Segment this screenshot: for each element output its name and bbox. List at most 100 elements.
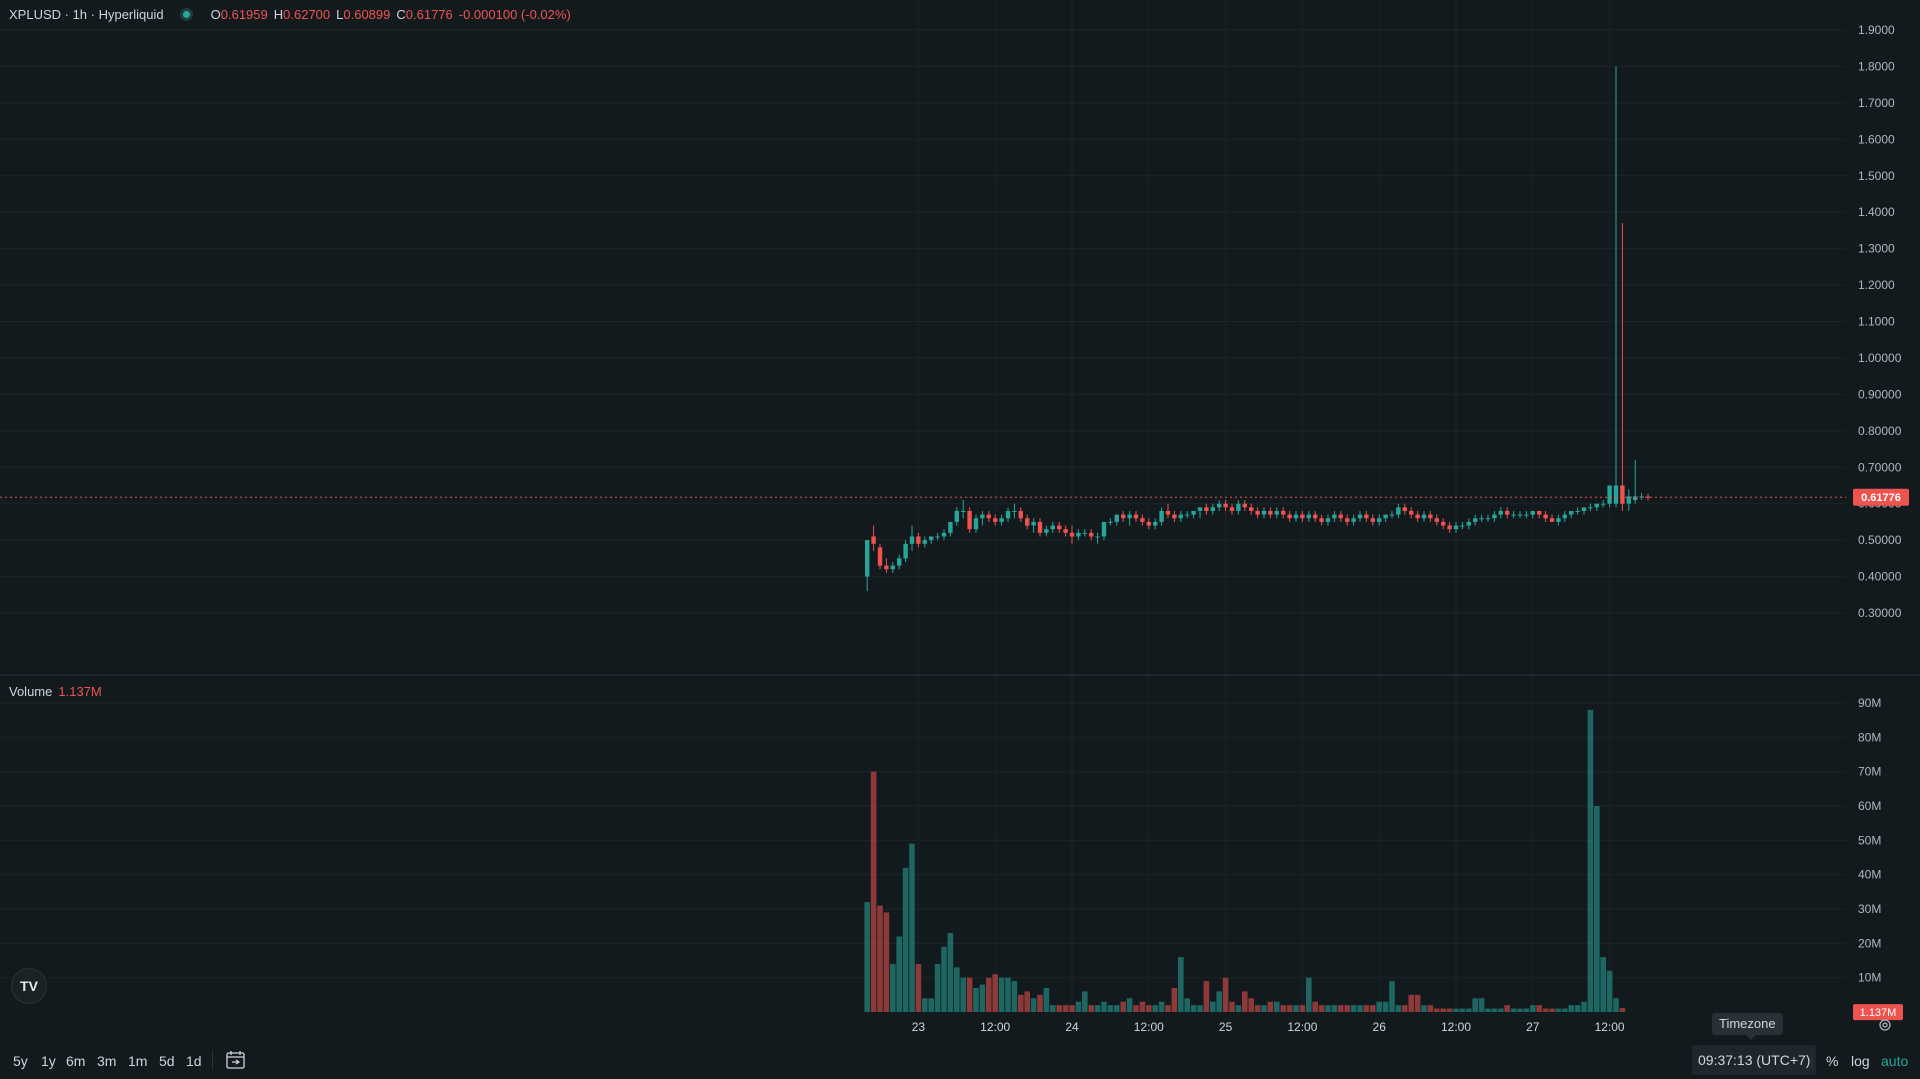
volume-bar <box>1126 998 1133 1012</box>
candle-body <box>954 510 959 522</box>
volume-axis[interactable]: 90M 80M 70M 60M 50M 40M 30M 20M 10M <box>1858 696 1881 985</box>
volume-bar <box>1568 1005 1574 1012</box>
price-tick-label: 0.50000 <box>1858 533 1902 547</box>
candle-body <box>1466 521 1471 526</box>
candle-body <box>1313 514 1318 519</box>
volume-bar <box>986 977 992 1012</box>
volume-bar <box>928 998 934 1012</box>
candle-body <box>1543 514 1548 519</box>
time-tick-label: 25 <box>1219 1020 1233 1034</box>
candle-body <box>1492 514 1497 519</box>
range-5y[interactable]: 5y <box>13 1053 28 1069</box>
volume-tick-label: 60M <box>1858 799 1881 813</box>
volume-bar <box>1242 991 1248 1012</box>
range-1y[interactable]: 1y <box>41 1053 56 1069</box>
candle-body <box>871 536 876 544</box>
candle-body <box>1165 510 1171 515</box>
time-tick-label: 12:00 <box>1134 1020 1164 1034</box>
volume-bar <box>1421 1005 1427 1012</box>
volume-legend: Volume 1.137M <box>9 684 102 699</box>
candle-body <box>1089 532 1094 537</box>
candle-body <box>1063 529 1068 533</box>
candle-body <box>1396 507 1401 515</box>
price-tick-label: 1.00000 <box>1858 351 1902 365</box>
range-3m[interactable]: 3m <box>97 1053 117 1069</box>
price-tick-label: 1.4000 <box>1858 205 1895 219</box>
time-axis[interactable]: 23 12:00 24 12:00 25 12:00 26 12:00 27 12:00 <box>912 1020 1625 1034</box>
candle-body <box>1402 507 1407 511</box>
candle-body <box>993 518 998 522</box>
candle-body <box>1562 514 1567 519</box>
candle-body <box>1018 510 1023 519</box>
candle-body <box>1069 532 1075 537</box>
volume-bar <box>1075 1001 1082 1012</box>
volume-bar <box>1178 957 1184 1012</box>
low-label: L <box>336 7 344 22</box>
volume-bar <box>966 977 973 1012</box>
volume-label[interactable]: Volume <box>9 684 53 699</box>
volume-bar <box>960 977 966 1012</box>
volume-bar <box>1536 1005 1542 1012</box>
candle-body <box>1345 518 1350 522</box>
volume-bar <box>1062 1005 1069 1012</box>
range-6m[interactable]: 6m <box>66 1053 86 1069</box>
volume-bar <box>1325 1005 1331 1012</box>
candle-body <box>1242 503 1247 508</box>
percent-scale-toggle[interactable]: % <box>1826 1053 1839 1069</box>
auto-scale-toggle[interactable]: auto <box>1881 1053 1909 1069</box>
volume-bar <box>1248 998 1254 1012</box>
candle-body <box>980 514 985 519</box>
symbol-title[interactable]: XPLUSD · 1h · Hyperliquid <box>9 7 164 22</box>
candle-body <box>1012 510 1017 512</box>
volume-bar <box>877 905 883 1012</box>
goto-date-calendar-icon[interactable] <box>225 1050 247 1070</box>
volume-bar <box>1619 1008 1626 1012</box>
candle-body <box>1031 521 1036 526</box>
volume-bar <box>1382 1001 1389 1012</box>
settings-gear-icon[interactable] <box>1878 1018 1892 1032</box>
volume-bar <box>1581 1001 1587 1012</box>
candle-body <box>1268 510 1273 515</box>
volume-bar <box>1043 987 1050 1012</box>
volume-bar <box>1222 977 1229 1012</box>
candle-body <box>1133 514 1139 519</box>
volume-bar <box>1478 998 1485 1012</box>
price-tick-label: 1.6000 <box>1858 132 1895 146</box>
volume-tick-label: 10M <box>1858 971 1881 985</box>
volume-bar <box>1210 1001 1216 1012</box>
candle-body <box>1434 518 1439 522</box>
volume-bar <box>1427 1005 1434 1012</box>
candle-body <box>1274 510 1279 515</box>
candle-body <box>1223 503 1228 508</box>
range-1m[interactable]: 1m <box>128 1053 148 1069</box>
timezone-clock-button[interactable]: 09:37:13 (UTC+7) <box>1692 1045 1817 1075</box>
volume-bar <box>915 963 922 1012</box>
tradingview-logo-icon[interactable]: TV <box>11 968 47 1004</box>
candle-body <box>1082 532 1087 534</box>
candle-body <box>1473 518 1478 522</box>
log-scale-toggle[interactable]: log <box>1851 1053 1870 1069</box>
volume-bar <box>979 984 986 1012</box>
volume-tick-label: 20M <box>1858 936 1881 950</box>
volume-bar <box>1293 1005 1299 1012</box>
volume-bar <box>1363 1005 1370 1012</box>
volume-bar <box>1574 1005 1581 1012</box>
volume-bar <box>1587 709 1594 1012</box>
candle-body <box>1377 518 1382 522</box>
candle-body <box>1204 507 1209 511</box>
volume-tick-label: 70M <box>1858 765 1881 779</box>
volume-bar <box>973 987 979 1012</box>
price-axis[interactable]: 1.9000 1.8000 1.7000 1.6000 1.5000 1.4000 1.30… <box>1858 23 1902 620</box>
range-5d[interactable]: 5d <box>159 1053 175 1069</box>
price-tick-label: 0.90000 <box>1858 387 1902 401</box>
volume-bar <box>1312 1001 1318 1012</box>
candle-body <box>986 514 991 519</box>
volume-tick-label: 40M <box>1858 868 1881 882</box>
candle-body <box>1594 503 1599 508</box>
time-tick-label: 27 <box>1526 1020 1540 1034</box>
volume-bar <box>1395 1005 1402 1012</box>
range-1d[interactable]: 1d <box>186 1053 202 1069</box>
candle-body <box>1588 507 1593 509</box>
volume-bar <box>1082 991 1088 1012</box>
